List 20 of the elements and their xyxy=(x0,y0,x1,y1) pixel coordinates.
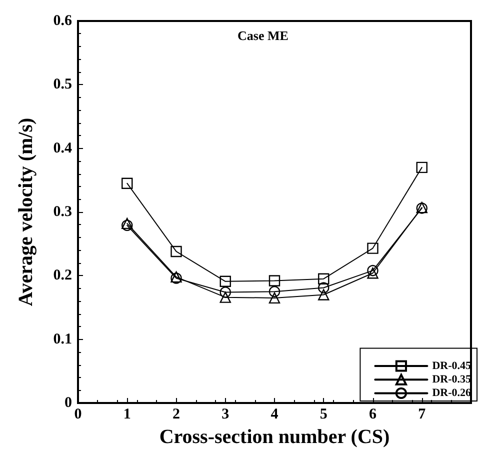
x-tick-label: 3 xyxy=(222,406,230,422)
legend-label: DR-0.35 xyxy=(432,374,472,386)
legend-label: DR-0.45 xyxy=(432,360,472,372)
legend-label: DR-0.26 xyxy=(432,387,472,400)
y-tick-label: 0.6 xyxy=(53,13,72,29)
x-tick-label: 5 xyxy=(320,406,328,422)
y-tick-label: 0.4 xyxy=(53,140,72,156)
y-tick-label: 0.3 xyxy=(53,204,72,220)
x-tick-label: 4 xyxy=(270,406,279,422)
y-tick-label: 0.1 xyxy=(53,331,72,348)
x-tick-label: 2 xyxy=(172,406,180,422)
x-axis-title: Cross-section number (CS) xyxy=(159,426,390,448)
text: Case ME xyxy=(238,28,288,43)
y-tick-label: 0 xyxy=(64,395,72,411)
x-tick-label: 7 xyxy=(418,406,426,422)
y-axis-title: Average velocity (m/s) xyxy=(15,118,37,306)
x-tick-label: 6 xyxy=(369,406,377,422)
y-tick-label: 0.2 xyxy=(53,268,72,284)
y-tick-label: 0.5 xyxy=(53,76,72,93)
x-tick-label: 1 xyxy=(123,406,131,422)
